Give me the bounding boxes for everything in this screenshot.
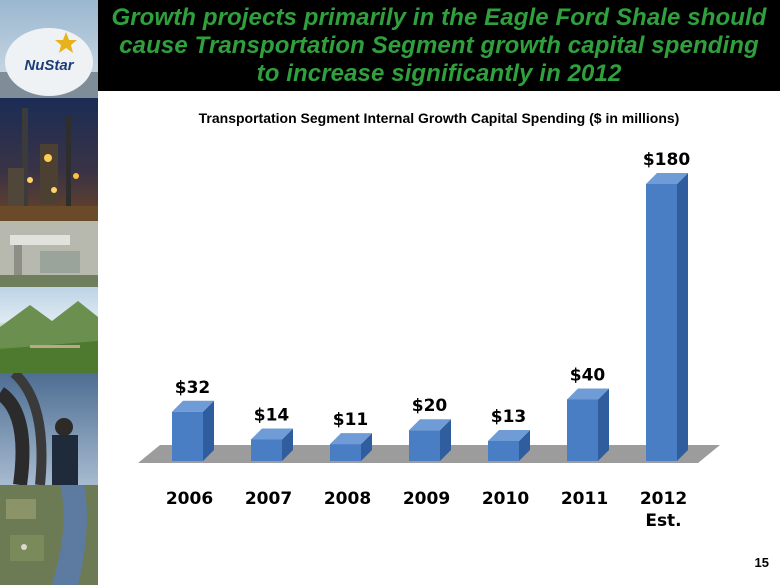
- river-aerial-photo: [0, 485, 98, 585]
- bar-top: [172, 400, 214, 412]
- data-label: $20: [412, 396, 448, 416]
- bar-top: [251, 428, 293, 440]
- bar-side: [282, 428, 293, 461]
- bar-front: [172, 411, 203, 461]
- bar-2007: [251, 428, 293, 461]
- category-label: 2010: [482, 489, 529, 509]
- bar-front: [330, 444, 361, 461]
- bar-2009: [409, 419, 451, 461]
- sidebar-photo-strip: NuStar: [0, 0, 98, 585]
- nustar-logo: NuStar: [0, 28, 98, 98]
- bar-front: [567, 399, 598, 461]
- category-label: 2007: [245, 489, 292, 509]
- bar-top: [488, 429, 530, 441]
- bar-chart: $32$14 $11$20$13$40$180 2006 2007 2008 2009 2…: [138, 150, 720, 531]
- category-label: 2011: [561, 489, 608, 509]
- refinery-night-photo: [0, 98, 98, 221]
- data-label: $14: [254, 405, 290, 425]
- bar-2006: [172, 400, 214, 461]
- bar-top: [330, 433, 372, 445]
- bar-2008: [330, 433, 372, 461]
- chart-data-labels: $32 $14 $11 $20 $13 $40 $180: [175, 150, 691, 430]
- svg-text:NuStar: NuStar: [24, 57, 74, 74]
- worker-pipes-photo: [0, 373, 98, 485]
- bar-2010: [488, 429, 530, 461]
- bar-top: [409, 419, 451, 431]
- category-label: 2012 Est.: [640, 489, 687, 531]
- category-label: 2008: [324, 489, 371, 509]
- chart-category-labels: 2006 2007 2008 2009 2010 2011 2012 Est.: [166, 489, 687, 531]
- bar-front: [409, 430, 440, 461]
- data-label: $40: [570, 365, 606, 385]
- bar-top: [646, 173, 688, 184]
- bar-side: [677, 173, 688, 461]
- bar-side: [519, 429, 530, 461]
- category-label: 2009: [403, 489, 450, 509]
- mountain-valley-photo: [0, 287, 98, 373]
- page-number: 15: [754, 555, 769, 570]
- bar-2012: [646, 173, 688, 461]
- data-label: $13: [491, 407, 527, 427]
- chart-bars: [172, 173, 688, 461]
- bar-front: [488, 440, 519, 461]
- bar-side: [440, 419, 451, 461]
- data-label: $180: [643, 150, 690, 170]
- chart-title: Transportation Segment Internal Growth C…: [198, 110, 680, 126]
- page-title: Growth projects primarily in the Eagle F…: [111, 3, 767, 87]
- bar-side: [203, 400, 214, 461]
- title-banner: Growth projects primarily in the Eagle F…: [98, 0, 780, 91]
- bar-front: [646, 184, 677, 461]
- bar-2011: [567, 388, 609, 461]
- terminal-aerial-photo: [0, 221, 98, 287]
- data-label: $11: [333, 410, 369, 430]
- nustar-logo-photo: NuStar: [0, 0, 98, 98]
- bar-top: [567, 388, 609, 400]
- data-label: $32: [175, 378, 211, 398]
- bar-side: [361, 433, 372, 461]
- bar-front: [251, 439, 282, 461]
- bar-side: [598, 388, 609, 461]
- category-label: 2006: [166, 489, 213, 509]
